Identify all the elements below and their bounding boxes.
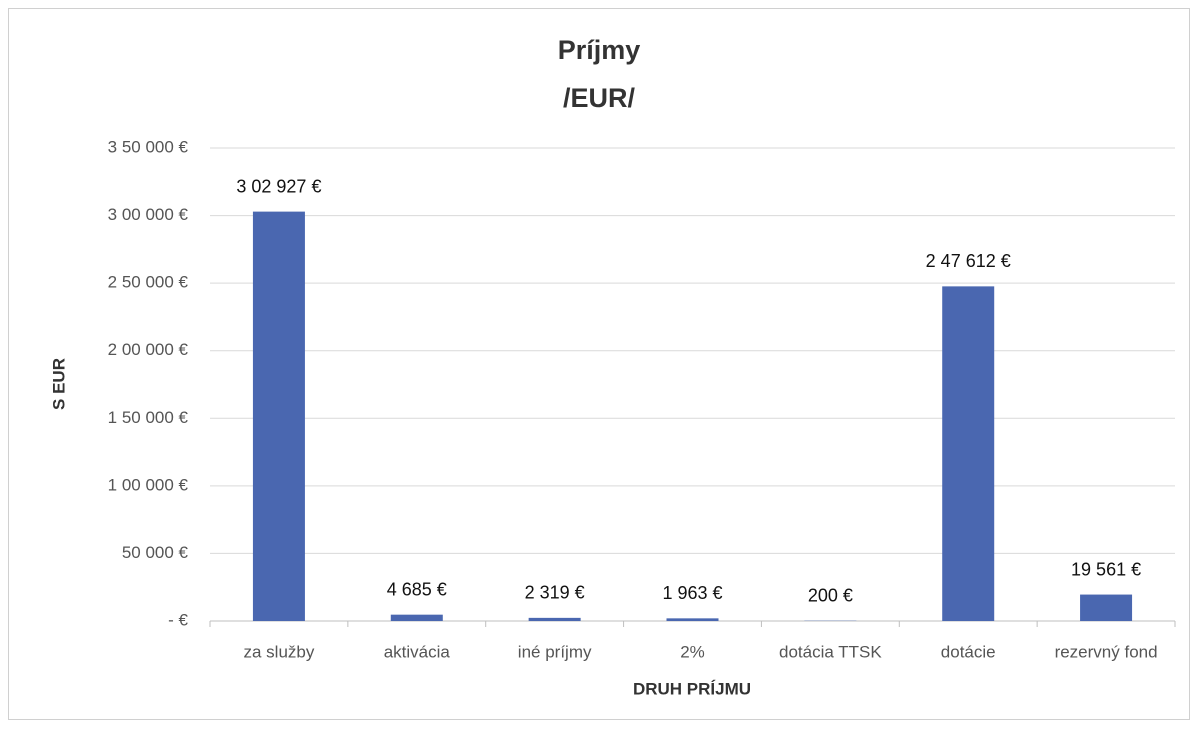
data-label: 1 963 € <box>662 583 722 603</box>
bar <box>1080 594 1133 621</box>
bar <box>252 211 305 622</box>
bar <box>666 618 719 621</box>
data-label: 2 319 € <box>525 583 585 603</box>
y-tick-label: 50 000 € <box>122 543 189 562</box>
x-tick-label: dotácie <box>941 642 996 661</box>
y-tick-label: 2 00 000 € <box>108 340 189 359</box>
y-tick-label: 1 50 000 € <box>108 408 189 427</box>
x-tick-label: aktivácia <box>384 642 451 661</box>
bar <box>942 286 995 621</box>
chart-subtitle: /EUR/ <box>563 83 636 113</box>
x-axis-label: DRUH PRÍJMU <box>633 679 751 698</box>
y-axis-label: S EUR <box>49 358 68 410</box>
y-tick-label: 3 50 000 € <box>108 137 189 156</box>
data-label: 3 02 927 € <box>236 176 321 196</box>
x-tick-label: za služby <box>243 642 314 661</box>
x-tick-label: 2% <box>680 642 705 661</box>
data-label: 4 685 € <box>387 579 447 599</box>
bar <box>390 614 443 621</box>
y-tick-label: 2 50 000 € <box>108 273 189 292</box>
x-tick-label: iné príjmy <box>518 642 592 661</box>
data-label: 200 € <box>808 585 853 605</box>
data-label: 2 47 612 € <box>926 251 1011 271</box>
chart-title: Príjmy <box>558 35 641 65</box>
bar <box>528 617 581 621</box>
x-tick-label: dotácia TTSK <box>779 642 882 661</box>
x-tick-label: rezervný fond <box>1055 642 1158 661</box>
y-tick-label: 3 00 000 € <box>108 205 189 224</box>
data-label: 19 561 € <box>1071 559 1141 579</box>
y-tick-label: - € <box>168 610 188 629</box>
y-tick-label: 1 00 000 € <box>108 475 189 494</box>
